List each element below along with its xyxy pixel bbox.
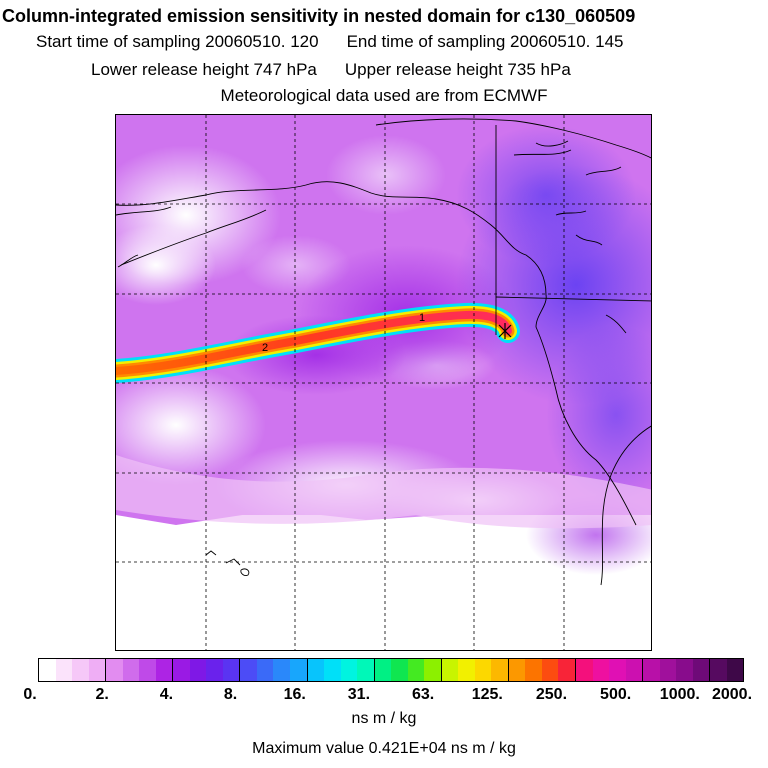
colorbar-swatch xyxy=(525,659,542,681)
colorbar-swatch xyxy=(374,659,392,681)
colorbar-tick-labels: 0. 2. 4. 8. 16. 31. 63. 125. 250. 500. 1000. 2000. xyxy=(0,686,768,706)
colorbar-swatch xyxy=(139,659,156,681)
colorbar-swatch xyxy=(155,659,174,681)
colorbar-swatch xyxy=(592,659,610,681)
colorbar-swatch xyxy=(458,659,475,681)
colorbar-swatch xyxy=(625,659,644,681)
colorbar-swatch xyxy=(106,659,123,681)
colorbar-swatch xyxy=(357,659,375,681)
colorbar-swatch xyxy=(88,659,107,681)
colorbar-swatch xyxy=(256,659,274,681)
met-data-label: Meteorological data used are from ECMWF xyxy=(220,86,548,105)
colorbar-swatch xyxy=(726,659,744,681)
colorbar-swatch xyxy=(324,659,341,681)
colorbar-swatch xyxy=(72,659,89,681)
maximum-value-label: Maximum value 0.421E+04 ns m / kg xyxy=(252,740,516,757)
map-canvas: 1 2 xyxy=(116,115,651,650)
colorbar-swatch xyxy=(240,659,257,681)
release-height-line: Lower release height 747 hPa Upper releas… xyxy=(91,60,768,80)
colorbar xyxy=(38,658,744,682)
colorbar-swatch xyxy=(122,659,140,681)
colorbar-swatch xyxy=(391,659,408,681)
colorbar-swatch xyxy=(273,659,290,681)
colorbar-swatch xyxy=(659,659,677,681)
colorbar-tick-label: 16. xyxy=(283,686,306,703)
colorbar-tick-label: 250. xyxy=(535,686,568,703)
colorbar-swatch xyxy=(643,659,660,681)
colorbar-unit: ns m / kg xyxy=(351,710,417,727)
colorbar-swatch xyxy=(407,659,425,681)
colorbar-tick-label: 0. xyxy=(23,686,37,703)
sampling-time-line: Start time of sampling 20060510. 120 End … xyxy=(36,32,768,52)
colorbar-tick-label: 4. xyxy=(159,686,174,703)
colorbar-swatch xyxy=(222,659,241,681)
colorbar-swatch xyxy=(55,659,73,681)
upper-height-label: Upper release height 735 hPa xyxy=(344,60,571,79)
end-time-label: End time of sampling 20060510. 145 xyxy=(346,32,624,51)
colorbar-swatch xyxy=(676,659,693,681)
colorbar-swatch xyxy=(541,659,559,681)
colorbar-swatch xyxy=(39,659,56,681)
colorbar-tick-label: 125. xyxy=(471,686,503,703)
colorbar-swatch xyxy=(189,659,207,681)
plume-label-1: 1 xyxy=(419,312,425,324)
colorbar-swatch xyxy=(307,659,325,681)
colorbar-swatch xyxy=(558,659,576,681)
coastlines xyxy=(116,118,651,586)
colorbar-swatch xyxy=(289,659,308,681)
colorbar-swatch xyxy=(609,659,626,681)
colorbar-swatch xyxy=(474,659,492,681)
colorbar-swatch xyxy=(710,659,727,681)
colorbar-tick-label: 63. xyxy=(411,686,435,703)
colorbar-tick-label: 1000. xyxy=(659,686,700,703)
colorbar-tick-label: 500. xyxy=(600,686,632,703)
colorbar-tick-label: 8. xyxy=(223,686,238,703)
colorbar-swatch xyxy=(441,659,459,681)
colorbar-swatch xyxy=(173,659,190,681)
colorbar-swatch xyxy=(508,659,526,681)
plume-label-2: 2 xyxy=(262,342,268,354)
map-title: Column-integrated emission sensitivity i… xyxy=(2,6,636,26)
lower-height-label: Lower release height 747 hPa xyxy=(91,60,317,79)
colorbar-swatch xyxy=(576,659,593,681)
plume-core xyxy=(116,310,512,375)
colorbar-swatch xyxy=(424,659,442,681)
release-point-marker xyxy=(498,323,512,339)
start-time-label: Start time of sampling 20060510. 120 xyxy=(36,32,319,51)
colorbar-tick-label: 2000. xyxy=(711,686,753,703)
colorbar-swatch xyxy=(491,659,509,681)
colorbar-tick-label: 2. xyxy=(95,686,109,703)
colorbar-swatch xyxy=(206,659,223,681)
sensitivity-map: 1 2 xyxy=(115,114,652,651)
colorbar-swatch xyxy=(340,659,358,681)
colorbar-tick-label: 31. xyxy=(347,686,371,703)
colorbar-swatch xyxy=(692,659,711,681)
